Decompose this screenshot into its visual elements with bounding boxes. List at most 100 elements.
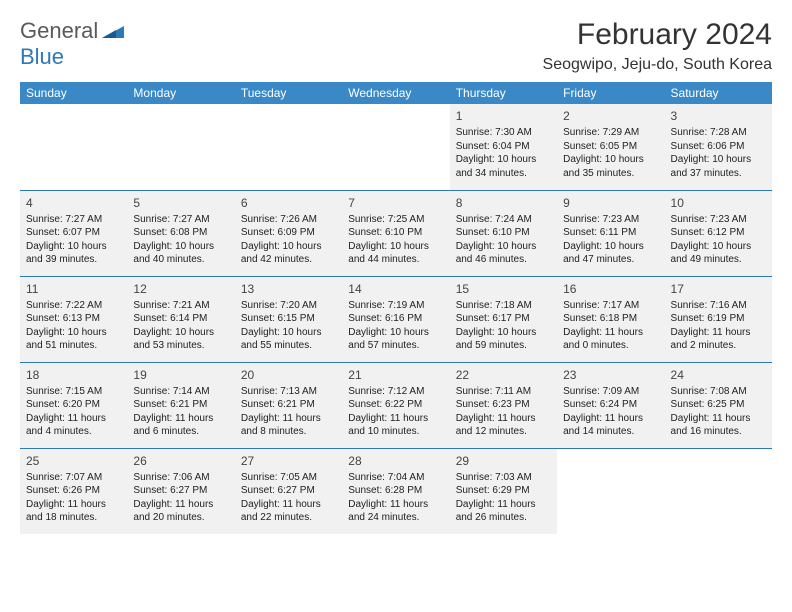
col-friday: Friday bbox=[557, 82, 664, 104]
sunrise-text: Sunrise: 7:20 AM bbox=[241, 299, 336, 313]
sunrise-text: Sunrise: 7:03 AM bbox=[456, 471, 551, 485]
daylight-text: and 37 minutes. bbox=[671, 167, 766, 181]
logo-text-general: General bbox=[20, 18, 98, 43]
calendar-cell bbox=[557, 448, 664, 534]
daylight-text: and 44 minutes. bbox=[348, 253, 443, 267]
daylight-text: and 22 minutes. bbox=[241, 511, 336, 525]
daylight-text: and 35 minutes. bbox=[563, 167, 658, 181]
daylight-text: Daylight: 10 hours bbox=[26, 240, 121, 254]
calendar-cell: 25Sunrise: 7:07 AMSunset: 6:26 PMDayligh… bbox=[20, 448, 127, 534]
day-number: 23 bbox=[563, 367, 658, 383]
sunset-text: Sunset: 6:13 PM bbox=[26, 312, 121, 326]
title-block: February 2024 Seogwipo, Jeju-do, South K… bbox=[543, 18, 772, 74]
sunrise-text: Sunrise: 7:17 AM bbox=[563, 299, 658, 313]
sunset-text: Sunset: 6:11 PM bbox=[563, 226, 658, 240]
col-saturday: Saturday bbox=[665, 82, 772, 104]
month-title: February 2024 bbox=[543, 18, 772, 52]
daylight-text: and 24 minutes. bbox=[348, 511, 443, 525]
day-number: 21 bbox=[348, 367, 443, 383]
sunrise-text: Sunrise: 7:18 AM bbox=[456, 299, 551, 313]
daylight-text: Daylight: 11 hours bbox=[671, 326, 766, 340]
daylight-text: and 53 minutes. bbox=[133, 339, 228, 353]
sunrise-text: Sunrise: 7:28 AM bbox=[671, 126, 766, 140]
sunset-text: Sunset: 6:28 PM bbox=[348, 484, 443, 498]
daylight-text: Daylight: 11 hours bbox=[456, 412, 551, 426]
sunrise-text: Sunrise: 7:19 AM bbox=[348, 299, 443, 313]
sunrise-text: Sunrise: 7:06 AM bbox=[133, 471, 228, 485]
daylight-text: Daylight: 11 hours bbox=[241, 498, 336, 512]
day-number: 15 bbox=[456, 281, 551, 297]
daylight-text: and 12 minutes. bbox=[456, 425, 551, 439]
daylight-text: Daylight: 10 hours bbox=[456, 240, 551, 254]
daylight-text: and 40 minutes. bbox=[133, 253, 228, 267]
sunset-text: Sunset: 6:29 PM bbox=[456, 484, 551, 498]
daylight-text: Daylight: 10 hours bbox=[671, 153, 766, 167]
daylight-text: and 4 minutes. bbox=[26, 425, 121, 439]
calendar-table: Sunday Monday Tuesday Wednesday Thursday… bbox=[20, 82, 772, 534]
calendar-cell: 1Sunrise: 7:30 AMSunset: 6:04 PMDaylight… bbox=[450, 104, 557, 190]
calendar-row: 18Sunrise: 7:15 AMSunset: 6:20 PMDayligh… bbox=[20, 362, 772, 448]
daylight-text: and 47 minutes. bbox=[563, 253, 658, 267]
daylight-text: Daylight: 10 hours bbox=[348, 326, 443, 340]
daylight-text: Daylight: 11 hours bbox=[26, 498, 121, 512]
day-number: 20 bbox=[241, 367, 336, 383]
daylight-text: Daylight: 11 hours bbox=[241, 412, 336, 426]
sunrise-text: Sunrise: 7:22 AM bbox=[26, 299, 121, 313]
day-number: 5 bbox=[133, 195, 228, 211]
calendar-cell: 6Sunrise: 7:26 AMSunset: 6:09 PMDaylight… bbox=[235, 190, 342, 276]
sunrise-text: Sunrise: 7:07 AM bbox=[26, 471, 121, 485]
calendar-cell: 3 Sunrise: 7:28 AMSunset: 6:06 PMDaylight… bbox=[665, 104, 772, 190]
sunset-text: Sunset: 6:10 PM bbox=[348, 226, 443, 240]
calendar-cell: 22Sunrise: 7:11 AMSunset: 6:23 PMDayligh… bbox=[450, 362, 557, 448]
daylight-text: and 18 minutes. bbox=[26, 511, 121, 525]
daylight-text: Daylight: 10 hours bbox=[348, 240, 443, 254]
daylight-text: Daylight: 11 hours bbox=[348, 498, 443, 512]
sunrise-text: Sunrise: 7:21 AM bbox=[133, 299, 228, 313]
sunset-text: Sunset: 6:16 PM bbox=[348, 312, 443, 326]
daylight-text: Daylight: 10 hours bbox=[241, 240, 336, 254]
daylight-text: and 51 minutes. bbox=[26, 339, 121, 353]
day-number: 12 bbox=[133, 281, 228, 297]
calendar-row: 1Sunrise: 7:30 AMSunset: 6:04 PMDaylight… bbox=[20, 104, 772, 190]
sunrise-text: Sunrise: 7:14 AM bbox=[133, 385, 228, 399]
sunset-text: Sunset: 6:20 PM bbox=[26, 398, 121, 412]
day-number: 18 bbox=[26, 367, 121, 383]
day-number: 29 bbox=[456, 453, 551, 469]
day-number: 8 bbox=[456, 195, 551, 211]
calendar-cell: 16Sunrise: 7:17 AMSunset: 6:18 PMDayligh… bbox=[557, 276, 664, 362]
sunset-text: Sunset: 6:19 PM bbox=[671, 312, 766, 326]
sunrise-text: Sunrise: 7:23 AM bbox=[671, 213, 766, 227]
daylight-text: and 6 minutes. bbox=[133, 425, 228, 439]
daylight-text: Daylight: 11 hours bbox=[133, 498, 228, 512]
daylight-text: and 46 minutes. bbox=[456, 253, 551, 267]
sunset-text: Sunset: 6:06 PM bbox=[671, 140, 766, 154]
daylight-text: and 59 minutes. bbox=[456, 339, 551, 353]
daylight-text: and 16 minutes. bbox=[671, 425, 766, 439]
sunrise-text: Sunrise: 7:30 AM bbox=[456, 126, 551, 140]
col-thursday: Thursday bbox=[450, 82, 557, 104]
calendar-cell bbox=[665, 448, 772, 534]
day-number: 26 bbox=[133, 453, 228, 469]
daylight-text: Daylight: 11 hours bbox=[563, 412, 658, 426]
sunrise-text: Sunrise: 7:27 AM bbox=[133, 213, 228, 227]
day-number: 4 bbox=[26, 195, 121, 211]
sunrise-text: Sunrise: 7:27 AM bbox=[26, 213, 121, 227]
day-number: 24 bbox=[671, 367, 766, 383]
sunset-text: Sunset: 6:04 PM bbox=[456, 140, 551, 154]
daylight-text: Daylight: 10 hours bbox=[671, 240, 766, 254]
calendar-cell bbox=[20, 104, 127, 190]
day-number: 7 bbox=[348, 195, 443, 211]
day-number: 19 bbox=[133, 367, 228, 383]
day-number: 2 bbox=[563, 108, 658, 124]
sunset-text: Sunset: 6:23 PM bbox=[456, 398, 551, 412]
sunset-text: Sunset: 6:05 PM bbox=[563, 140, 658, 154]
location: Seogwipo, Jeju-do, South Korea bbox=[543, 56, 772, 74]
calendar-cell: 23Sunrise: 7:09 AMSunset: 6:24 PMDayligh… bbox=[557, 362, 664, 448]
daylight-text: and 26 minutes. bbox=[456, 511, 551, 525]
col-monday: Monday bbox=[127, 82, 234, 104]
day-number: 25 bbox=[26, 453, 121, 469]
sunset-text: Sunset: 6:27 PM bbox=[133, 484, 228, 498]
sunset-text: Sunset: 6:24 PM bbox=[563, 398, 658, 412]
day-number: 3 bbox=[671, 108, 766, 124]
sunrise-text: Sunrise: 7:04 AM bbox=[348, 471, 443, 485]
